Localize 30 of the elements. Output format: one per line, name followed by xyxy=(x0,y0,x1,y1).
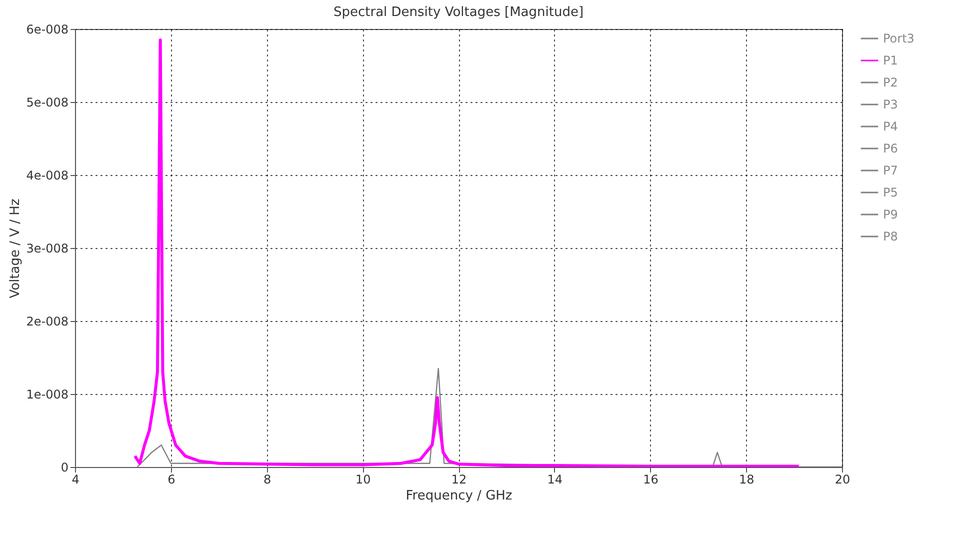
chart-title: Spectral Density Voltages [Magnitude] xyxy=(333,5,584,20)
x-tick-label: 20 xyxy=(834,472,850,486)
x-tick-label: 10 xyxy=(355,472,371,486)
legend-label: P9 xyxy=(883,208,898,222)
legend-label: Port3 xyxy=(883,32,914,46)
x-tick-label: 16 xyxy=(643,472,658,486)
y-tick-label: 5e-008 xyxy=(26,96,68,110)
y-axis-title: Voltage / V / Hz xyxy=(8,198,24,298)
x-tick-label: 18 xyxy=(738,472,754,486)
x-tick-label: 4 xyxy=(72,472,80,486)
legend-label: P5 xyxy=(883,186,898,200)
x-tick-label: 6 xyxy=(168,472,176,486)
line-series xyxy=(133,38,800,467)
x-tick-label: 14 xyxy=(547,472,563,486)
y-tick-label: 3e-008 xyxy=(26,242,68,256)
legend-label: P1 xyxy=(883,54,898,68)
legend-label: P6 xyxy=(883,142,898,156)
y-tick-label: 0 xyxy=(60,460,68,474)
legend-label: P7 xyxy=(883,164,898,178)
y-tick-label: 6e-008 xyxy=(26,22,68,36)
x-axis-title: Frequency / GHz xyxy=(406,488,512,504)
y-tick-label: 1e-008 xyxy=(26,388,68,402)
legend-label: P2 xyxy=(883,76,898,90)
legend-label: P4 xyxy=(883,120,898,134)
x-tick-label: 12 xyxy=(451,472,467,486)
x-tick-label: 8 xyxy=(263,472,272,486)
legend-label: P3 xyxy=(883,98,898,112)
legend-label: P8 xyxy=(883,230,898,244)
y-tick-label: 2e-008 xyxy=(26,314,68,328)
y-tick-label: 4e-008 xyxy=(26,168,68,182)
